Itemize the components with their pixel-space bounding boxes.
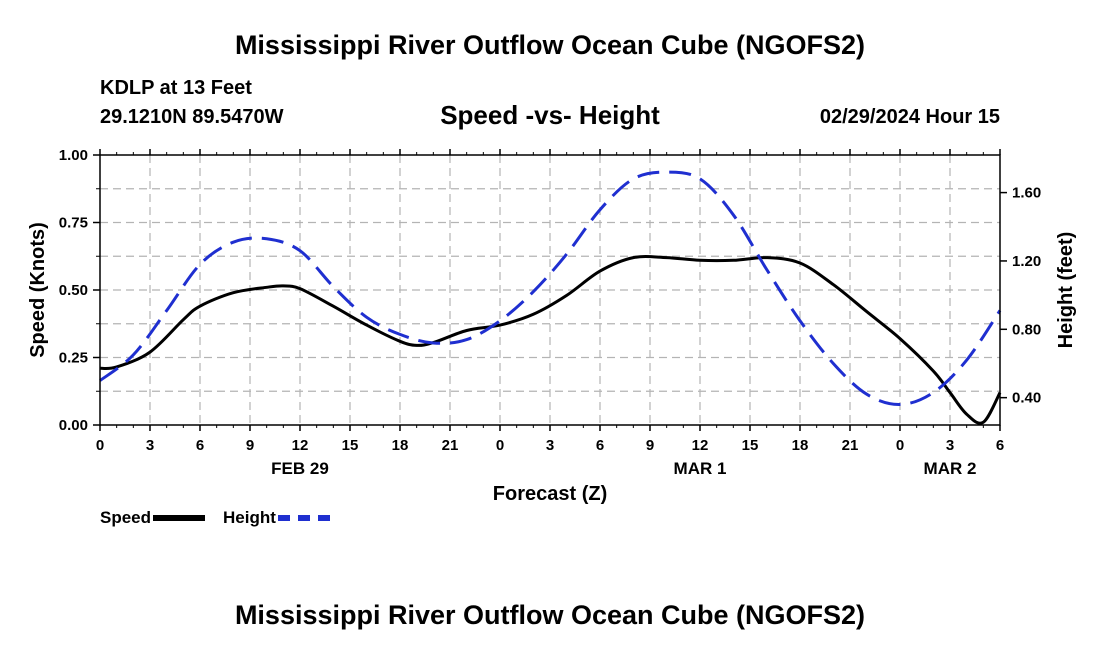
x-tick-label: 3: [946, 437, 954, 454]
legend-item-height: Height: [223, 508, 330, 528]
x-tick-label: 21: [842, 437, 859, 454]
x-tick-label: 15: [742, 437, 759, 454]
x-tick-label: 18: [792, 437, 809, 454]
x-tick-label: 9: [246, 437, 254, 454]
legend-height-swatch: [277, 515, 330, 521]
x-tick-label: 9: [646, 437, 654, 454]
coordinates-label: 29.1210N 89.5470W: [100, 106, 284, 128]
y2-axis-title: Height (feet): [1055, 232, 1077, 349]
chart-title: Mississippi River Outflow Ocean Cube (NG…: [234, 30, 866, 60]
x-tick-label: 3: [546, 437, 554, 454]
date-label: MAR 2: [924, 459, 977, 478]
y-tick-label: 0.75: [59, 215, 88, 232]
x-tick-label: 6: [196, 437, 204, 454]
y-tick-label: 1.00: [59, 147, 88, 164]
x-tick-label: 3: [146, 437, 154, 454]
legend: Speed Height: [100, 508, 348, 528]
date-label: MAR 1: [674, 459, 727, 478]
x-tick-label: 18: [392, 437, 409, 454]
grid-layer: [100, 155, 1000, 425]
legend-item-speed: Speed: [100, 508, 206, 528]
y-tick-label: 0.00: [59, 417, 88, 434]
chart-subtitle: Speed -vs- Height: [440, 100, 660, 130]
x-tick-label: 0: [496, 437, 504, 454]
y2-tick-label: 0.40: [1012, 390, 1041, 407]
y-tick-label: 0.25: [59, 350, 88, 367]
date-label: FEB 29: [271, 459, 329, 478]
forecast-datetime: 02/29/2024 Hour 15: [819, 106, 1000, 128]
y-axis-title: Speed (Knots): [27, 222, 49, 358]
station-label: KDLP at 13 Feet: [100, 77, 252, 99]
x-tick-label: 12: [692, 437, 709, 454]
series-layer: [99, 170, 1002, 425]
x-tick-label: 12: [292, 437, 309, 454]
x-tick-label: 0: [96, 437, 104, 454]
legend-speed-label: Speed: [100, 508, 152, 527]
x-axis-title: Forecast (Z): [493, 483, 607, 505]
y2-tick-label: 1.60: [1012, 185, 1041, 202]
series-line-height: [99, 170, 1002, 407]
x-tick-label: 21: [442, 437, 459, 454]
legend-speed-swatch: [153, 515, 206, 521]
y2-tick-label: 0.80: [1012, 321, 1041, 338]
x-tick-label: 6: [596, 437, 604, 454]
series-line-speed: [99, 255, 1002, 425]
y2-tick-label: 1.20: [1012, 253, 1041, 270]
footer-title: Mississippi River Outflow Ocean Cube (NG…: [234, 600, 866, 630]
legend-height-label: Height: [223, 508, 276, 527]
axes-layer: 0 3 6 9 12 15 18 21 0 3 6 9 12 15 18 21 0 3 6 FEB 29 MAR 1 MA…: [59, 147, 1041, 478]
y-tick-label: 0.50: [59, 282, 88, 299]
x-tick-label: 6: [996, 437, 1004, 454]
x-tick-label: 0: [896, 437, 904, 454]
x-tick-label: 15: [342, 437, 359, 454]
